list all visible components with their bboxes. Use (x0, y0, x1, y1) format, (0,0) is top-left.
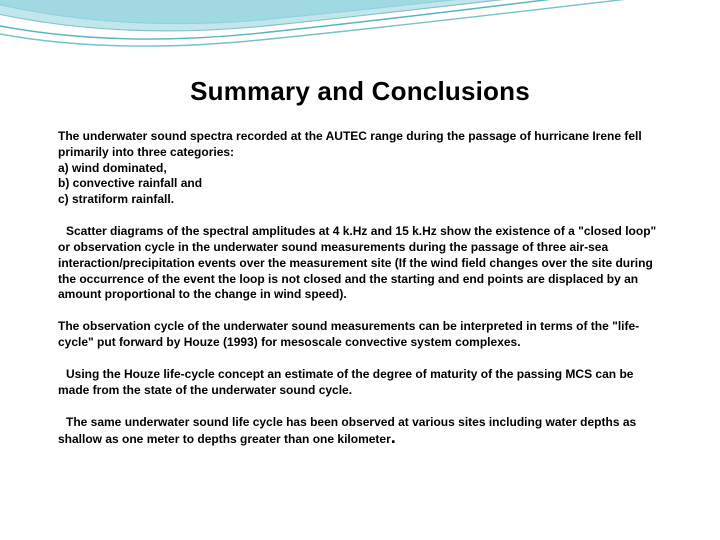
paragraph-sites: The same underwater sound life cycle has… (58, 415, 662, 449)
slide-title: Summary and Conclusions (58, 76, 662, 107)
paragraph-houze: Using the Houze life-cycle concept an es… (58, 367, 662, 399)
paragraph-scatter: Scatter diagrams of the spectral amplitu… (58, 224, 662, 303)
ending-period: . (391, 427, 396, 447)
paragraph-categories: The underwater sound spectra recorded at… (58, 129, 662, 208)
paragraph-observation-cycle: The observation cycle of the underwater … (58, 319, 662, 351)
paragraph-sites-text: The same underwater sound life cycle has… (58, 415, 636, 447)
slide-content: Summary and Conclusions The underwater s… (0, 0, 720, 484)
